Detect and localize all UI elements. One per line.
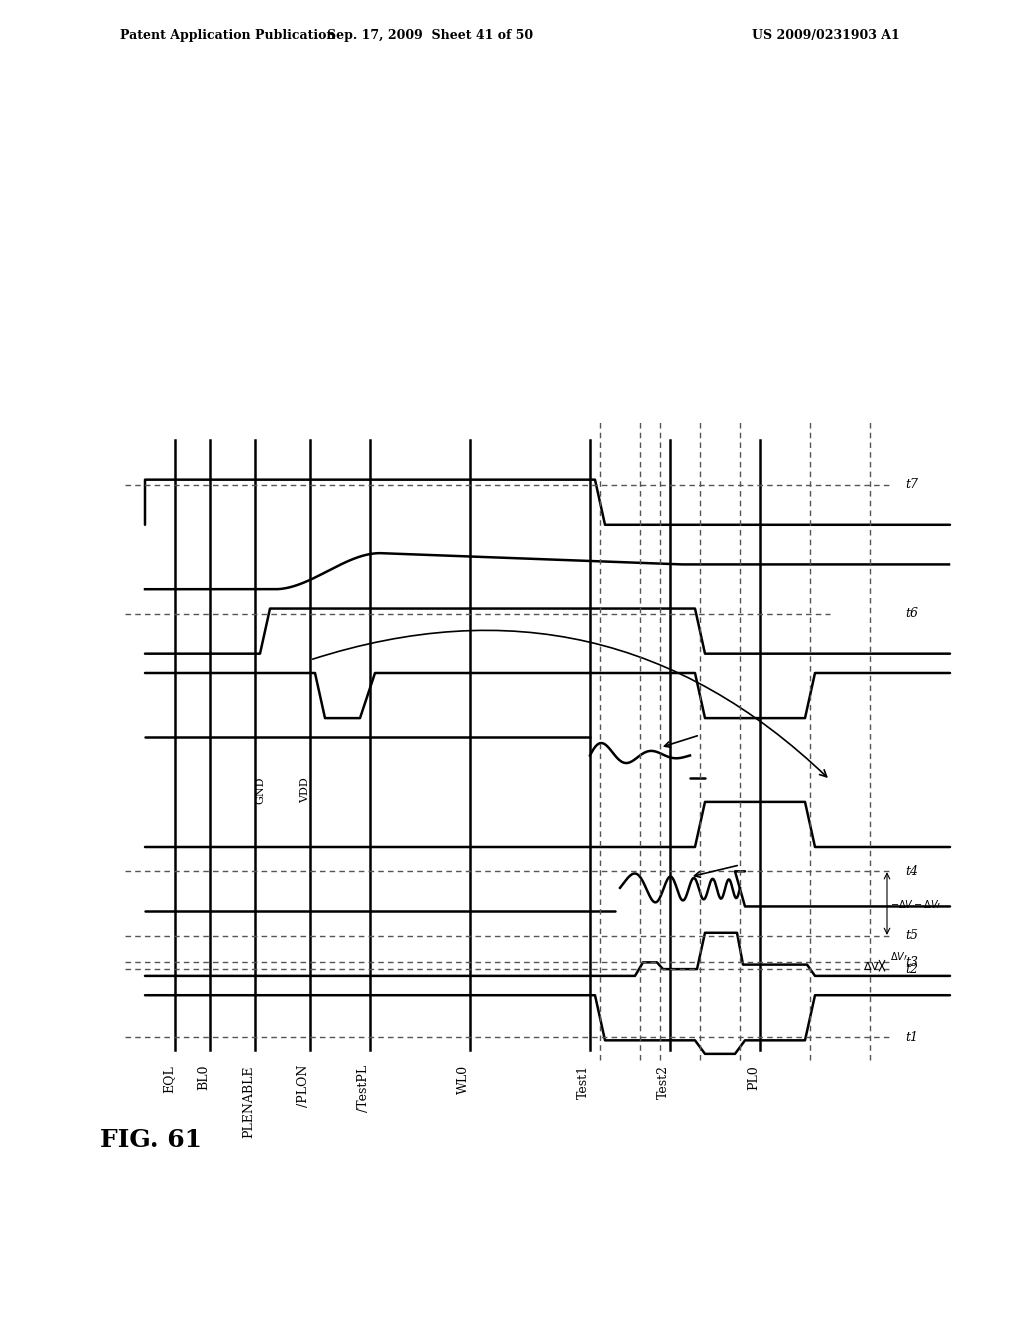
- Text: VDD: VDD: [300, 777, 310, 803]
- Text: /PLON: /PLON: [297, 1065, 310, 1107]
- Text: PL0: PL0: [746, 1065, 760, 1090]
- Text: Sep. 17, 2009  Sheet 41 of 50: Sep. 17, 2009 Sheet 41 of 50: [327, 29, 534, 41]
- Text: /TestPL: /TestPL: [357, 1065, 370, 1113]
- Text: t7: t7: [905, 478, 918, 491]
- Text: t3: t3: [905, 956, 918, 969]
- Text: t4: t4: [905, 865, 918, 878]
- Text: GND: GND: [255, 776, 265, 804]
- Text: $-\Delta V-\Delta V\prime$: $-\Delta V-\Delta V\prime$: [890, 898, 941, 909]
- Text: $\Delta$V: $\Delta$V: [863, 960, 880, 972]
- Text: US 2009/0231903 A1: US 2009/0231903 A1: [753, 29, 900, 41]
- Text: Test2: Test2: [657, 1065, 670, 1100]
- Text: WL0: WL0: [457, 1065, 470, 1094]
- Text: t2: t2: [905, 962, 918, 975]
- Text: EQL: EQL: [162, 1065, 175, 1093]
- Text: t1: t1: [905, 1031, 918, 1044]
- Text: BL0: BL0: [197, 1065, 210, 1090]
- Text: PLENABLE: PLENABLE: [242, 1065, 255, 1138]
- FancyArrowPatch shape: [312, 631, 826, 776]
- Text: Patent Application Publication: Patent Application Publication: [120, 29, 336, 41]
- Text: Test1: Test1: [577, 1065, 590, 1100]
- Text: $\Delta V\prime$: $\Delta V\prime$: [890, 950, 908, 962]
- Text: t5: t5: [905, 929, 918, 942]
- Text: t6: t6: [905, 607, 918, 620]
- Text: FIG. 61: FIG. 61: [100, 1129, 202, 1152]
